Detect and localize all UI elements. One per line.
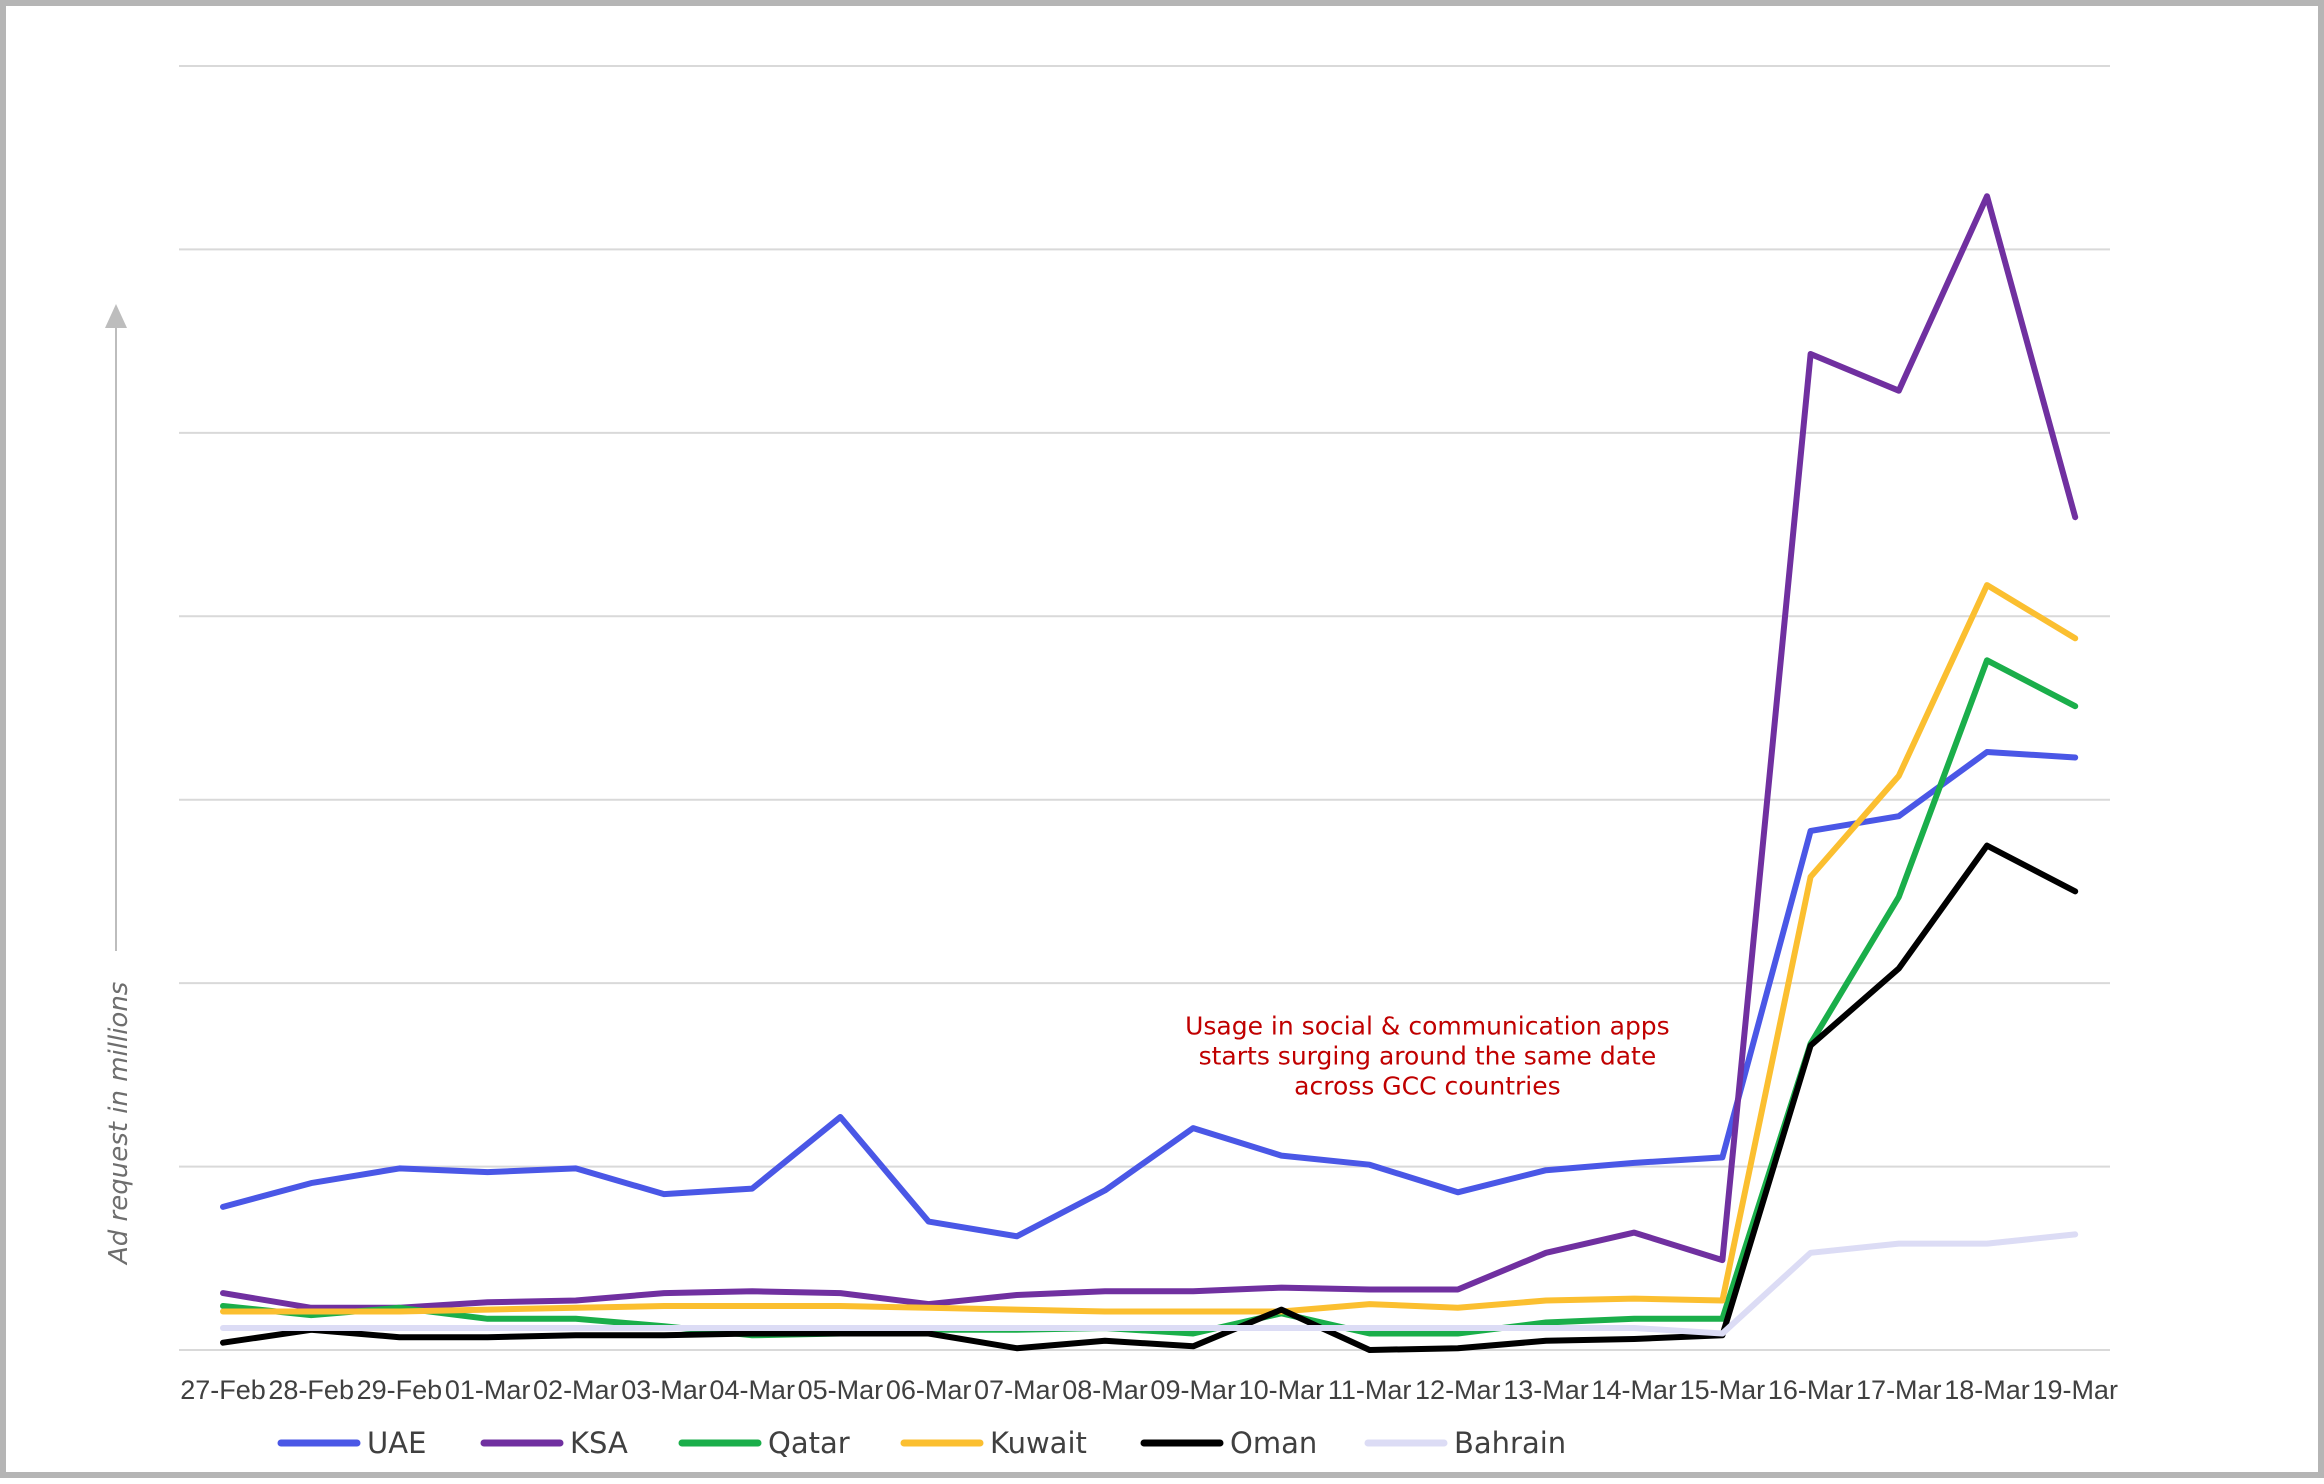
x-tick-label: 12-Mar [1415,1375,1501,1405]
x-tick-label: 07-Mar [974,1375,1060,1405]
x-tick-label: 08-Mar [1062,1375,1148,1405]
series-line-oman [220,842,2079,1353]
surge-annotation: Usage in social & communication apps star… [1185,1012,1670,1101]
series-line-qatar [220,657,2079,1339]
x-axis-tick-labels: 27-Feb 28-Feb 29-Feb 01-Mar 02-Mar 03-Mar 04-M… [180,1375,2118,1405]
legend-label-bahrain: Bahrain [1454,1426,1566,1460]
x-tick-label: 15-Mar [1680,1375,1766,1405]
x-tick-label: 10-Mar [1239,1375,1325,1405]
annotation-line: Usage in social & communication apps [1185,1012,1670,1041]
x-tick-label: 28-Feb [268,1375,354,1405]
series-line-kuwait [220,582,2079,1315]
x-tick-label: 11-Mar [1328,1375,1412,1405]
x-tick-label: 29-Feb [357,1375,443,1405]
legend-label-ksa: KSA [570,1426,628,1460]
legend-label-qatar: Qatar [768,1426,850,1460]
series-lines [220,193,2079,1353]
x-tick-label: 09-Mar [1150,1375,1236,1405]
x-tick-label: 04-Mar [709,1375,795,1405]
series-line-uae [220,749,2079,1240]
x-tick-label: 02-Mar [533,1375,619,1405]
x-tick-label: 13-Mar [1503,1375,1589,1405]
series-line-bahrain [220,1231,2079,1337]
legend: UAE KSA Qatar Kuwait Oman Bahrain [277,1426,1566,1460]
legend-label-uae: UAE [367,1426,426,1460]
x-tick-label: 17-Mar [1856,1375,1942,1405]
x-tick-label: 01-Mar [445,1375,531,1405]
x-tick-label: 03-Mar [621,1375,707,1405]
x-tick-label: 27-Feb [180,1375,266,1405]
x-tick-label: 05-Mar [798,1375,884,1405]
legend-label-oman: Oman [1230,1426,1317,1460]
y-axis-label: Ad request in millions [104,982,134,1266]
line-chart: Ad request in millions 27-Feb 28-Feb 29-Fe… [104,65,2118,1460]
x-tick-label: 18-Mar [1944,1375,2030,1405]
annotation-line: across GCC countries [1294,1072,1560,1101]
x-tick-label: 14-Mar [1591,1375,1677,1405]
legend-label-kuwait: Kuwait [990,1426,1087,1460]
y-axis: Ad request in millions [104,304,134,1266]
x-tick-label: 19-Mar [2032,1375,2118,1405]
x-tick-label: 06-Mar [886,1375,972,1405]
gridlines [179,65,2110,1351]
series-line-ksa [220,193,2079,1311]
y-axis-arrow-head [105,304,127,328]
x-tick-label: 16-Mar [1768,1375,1854,1405]
annotation-line: starts surging around the same date [1199,1042,1657,1071]
